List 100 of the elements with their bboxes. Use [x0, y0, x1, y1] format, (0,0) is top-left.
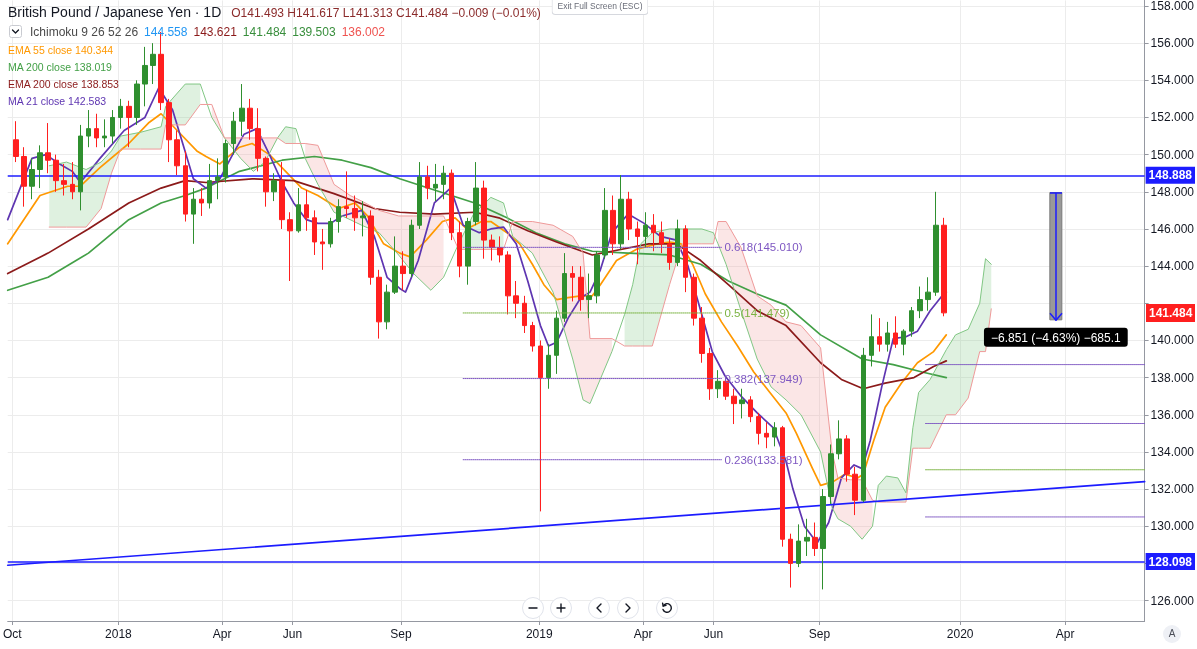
candlestick — [231, 111, 236, 156]
y-tick-label: 130.000 — [1150, 519, 1195, 534]
candlestick — [449, 169, 454, 241]
y-tick-label: 144.000 — [1150, 259, 1195, 274]
x-tick-label: 2018 — [105, 627, 133, 641]
candlestick — [296, 187, 301, 234]
candlestick — [836, 419, 842, 460]
candlestick — [239, 83, 245, 137]
annotation: 141.484 — [242, 25, 287, 39]
candlestick — [207, 163, 212, 210]
y-tick-label: 132.000 — [1150, 482, 1195, 497]
y-tick-label: 134.000 — [1150, 444, 1195, 459]
x-tick-label: Apr — [1055, 627, 1075, 641]
candlestick — [215, 157, 220, 200]
candlestick — [287, 211, 293, 282]
candlestick — [247, 98, 253, 141]
candlestick — [505, 250, 511, 315]
candlestick — [546, 343, 551, 390]
ref-line-label: 128.098 — [1148, 554, 1193, 569]
candlestick — [828, 443, 834, 505]
candlestick — [312, 209, 317, 256]
candlestick — [643, 211, 648, 249]
y-tick-label: 126.000 — [1150, 593, 1195, 608]
y-tick-label: 156.000 — [1150, 36, 1195, 51]
candlestick — [328, 217, 333, 249]
annotation: Exit Full Screen (ESC) — [557, 1, 643, 11]
candlestick — [481, 180, 487, 260]
candlestick — [134, 79, 140, 126]
candlestick — [174, 129, 180, 176]
candlestick — [675, 219, 680, 267]
candlestick — [53, 154, 59, 193]
candlestick — [497, 235, 503, 263]
candlestick — [893, 315, 898, 349]
series-label: 0.618(145.010) — [724, 241, 803, 254]
candlestick — [368, 209, 374, 286]
candlestick — [594, 250, 600, 304]
candlestick — [142, 46, 148, 107]
y-tick-label: 150.000 — [1150, 147, 1195, 162]
candlestick — [618, 174, 624, 250]
candlestick — [13, 120, 19, 163]
candlestick — [885, 321, 890, 353]
candlestick — [255, 107, 261, 172]
candlestick — [748, 395, 753, 423]
candlestick — [344, 170, 349, 219]
data-label: −6.851 (−4.63%) −685.1 — [990, 330, 1122, 345]
candlestick — [45, 122, 51, 174]
x-tick-label: Apr — [212, 627, 232, 641]
x-tick-label: Oct — [2, 627, 23, 641]
candlestick — [433, 163, 438, 202]
candlestick — [409, 219, 414, 278]
annotation: 136.002 — [341, 25, 386, 39]
candlestick — [70, 161, 75, 200]
candlestick — [788, 533, 793, 589]
candlestick — [392, 235, 398, 295]
candlestick — [21, 146, 27, 208]
candlestick — [336, 198, 341, 234]
candlestick — [562, 252, 567, 323]
candlestick — [917, 286, 923, 319]
x-tick-label: Sep — [390, 627, 412, 641]
candlestick — [263, 156, 269, 208]
candlestick — [513, 280, 519, 319]
candlestick — [796, 523, 801, 568]
candlestick — [376, 269, 382, 340]
candlestick — [731, 388, 737, 425]
ref-line-label: 148.888 — [1148, 168, 1193, 183]
candlestick — [37, 144, 43, 189]
candlestick — [764, 421, 769, 449]
candlestick — [602, 187, 608, 260]
candlestick — [877, 317, 882, 353]
text: EMA 200 close 138.853 — [8, 78, 119, 90]
candlestick — [425, 165, 430, 200]
candlestick — [191, 187, 196, 245]
candlestick — [861, 347, 866, 503]
candlestick — [102, 118, 107, 148]
candlestick — [651, 213, 656, 252]
candlestick — [933, 191, 939, 297]
candlestick — [715, 369, 721, 399]
x-tick-label: Jun — [282, 627, 303, 641]
candlestick — [489, 234, 495, 262]
candlestick — [271, 172, 277, 202]
text: O141.493 H141.617 L141.313 C141.484 −0.009 (−0.01%) — [231, 6, 541, 20]
y-tick-label: 152.000 — [1150, 110, 1195, 125]
candlestick — [570, 265, 575, 302]
candlestick — [352, 195, 358, 232]
candlestick — [441, 165, 446, 200]
candlestick — [530, 321, 535, 353]
candlestick — [812, 522, 818, 557]
candlestick — [659, 221, 664, 254]
x-tick-label: Jun — [703, 627, 724, 641]
candlestick — [909, 306, 914, 338]
candlestick — [586, 273, 592, 319]
text: MA 200 close 138.019 — [8, 61, 112, 73]
y-tick-label: 140.000 — [1150, 333, 1195, 348]
candlestick — [417, 161, 422, 230]
candlestick — [465, 217, 471, 286]
candlestick — [118, 98, 123, 130]
candlestick — [578, 265, 584, 312]
candlestick — [699, 306, 705, 364]
candlestick — [756, 412, 761, 445]
annotation: 143.621 — [193, 25, 237, 39]
